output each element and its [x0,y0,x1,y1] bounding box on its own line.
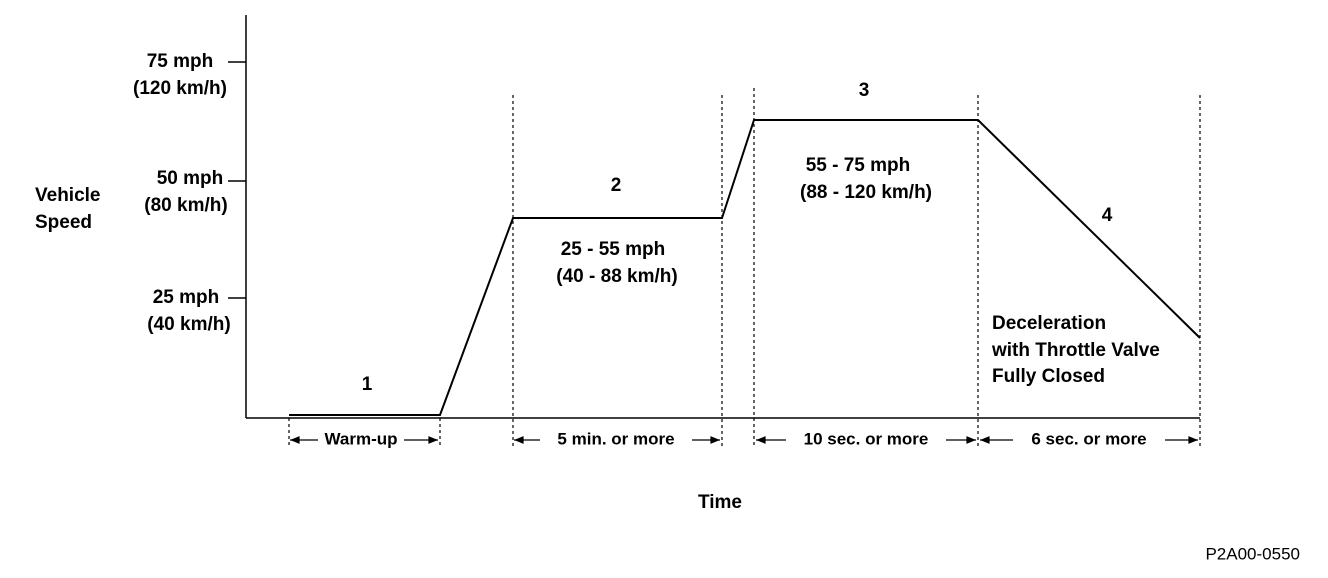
figure-id: P2A00-0550 [1205,544,1300,563]
tick-label: (80 km/h) [144,195,227,216]
speed-range: 25 - 55 mph [561,239,666,260]
speed-range: 55 - 75 mph [806,155,911,176]
tick-label: (120 km/h) [133,78,227,99]
duration: 5 min. or more [557,429,674,448]
axis-label: Speed [35,212,92,233]
axes [228,15,1200,419]
stage-number: 2 [611,175,622,196]
note: Fully Closed [992,366,1105,387]
guides [288,88,1201,447]
stage-number: 4 [1102,205,1113,226]
axis-label: Time [698,492,742,513]
speed-range: (40 - 88 km/h) [556,266,677,287]
label-bg [1013,428,1165,452]
speed-profile [289,119,1201,416]
tick-label: (40 km/h) [147,314,230,335]
label-bg [318,428,404,452]
speed-range: (88 - 120 km/h) [800,182,932,203]
stage-number: 1 [362,374,373,395]
duration: 6 sec. or more [1031,429,1146,448]
note: Deceleration [992,313,1106,334]
duration: Warm-up [324,429,397,448]
duration: 10 sec. or more [804,429,929,448]
note: with Throttle Valve [991,340,1160,361]
label-bg [786,428,946,452]
axis-label: Vehicle [35,185,101,206]
durations: Warm-up 5 min. or more 10 sec. or more 6… [290,428,1198,452]
tick-label: 50 mph [157,168,224,189]
stage-number: 3 [859,80,870,101]
label-bg [540,428,692,452]
tick-label: 25 mph [153,287,220,308]
tick-label: 75 mph [147,51,214,72]
